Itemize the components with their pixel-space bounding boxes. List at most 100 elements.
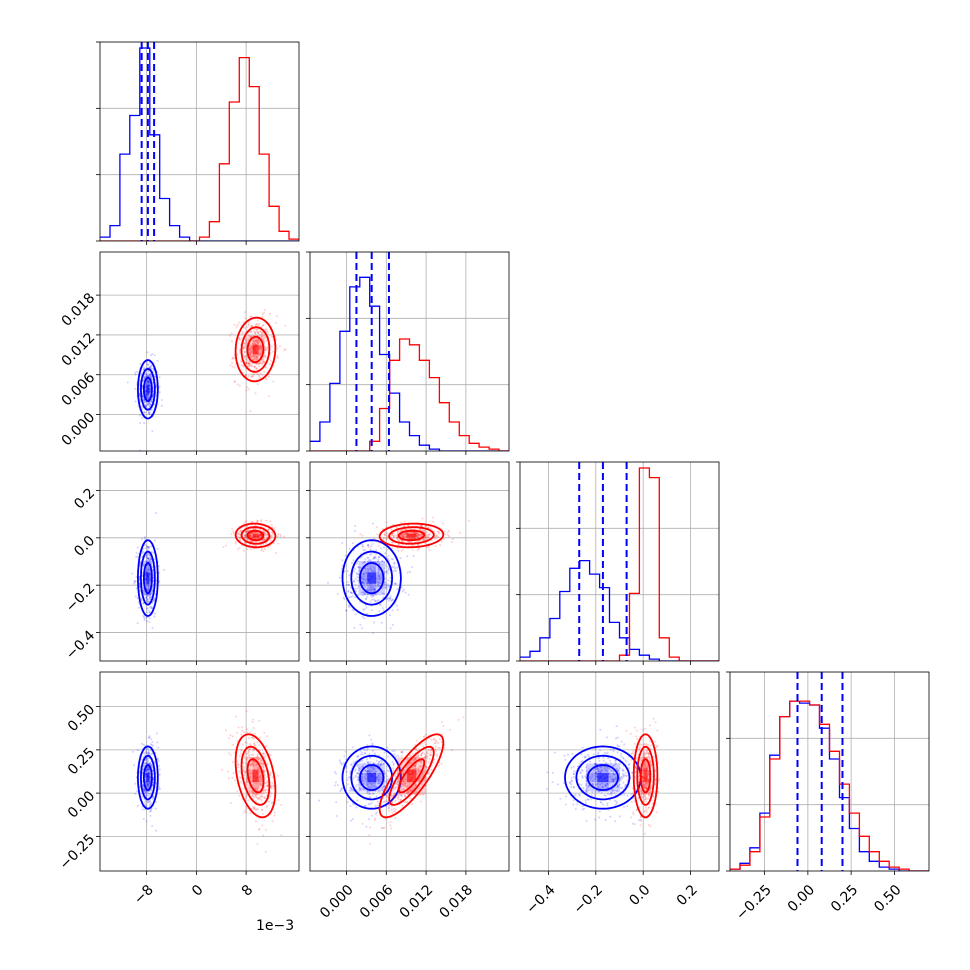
sample-point [346,801,349,803]
sample-point [428,549,431,552]
sample-point [374,539,377,542]
sample-point [443,747,446,750]
sample-point [263,308,266,311]
panel-frame [99,41,300,242]
sample-point [260,549,263,552]
sample-point [247,338,250,341]
sample-point [249,354,252,357]
sample-point [227,777,230,780]
sample-point [276,355,279,358]
sample-point [153,402,156,405]
sample-point [244,344,247,347]
density-contour [234,733,277,819]
sample-point [400,549,403,552]
sample-point [145,395,148,398]
sample-point [369,826,372,829]
sample-point [249,351,252,354]
sample-point [244,374,247,377]
sample-point [635,735,638,738]
sample-point [374,817,376,820]
sample-point [139,400,142,403]
sample-point [142,743,145,746]
sample-point [341,559,344,562]
sample-point [255,358,258,360]
sample-point [261,373,264,376]
sample-point [231,776,234,779]
sample-point [342,762,345,765]
sample-point [141,808,144,811]
sample-point [254,324,257,327]
sample-point [273,811,276,814]
sample-point [151,430,154,433]
sample-point [230,802,232,805]
sample-point [572,799,575,802]
sample-point [269,359,272,362]
sample-point [258,736,261,739]
sample-point [145,820,148,823]
sample-point [143,411,146,414]
sample-point [230,332,233,335]
scatter-red-2-0 [222,519,286,555]
sample-point [264,356,267,359]
sample-point [335,801,338,804]
sample-point [246,362,249,365]
sample-point [245,361,248,364]
sample-point [233,323,236,326]
sample-point [146,404,149,407]
sample-point [353,626,356,629]
sample-point [406,555,409,558]
sample-point [333,770,336,773]
sample-point [235,326,238,328]
sample-point [566,753,569,756]
sample-point [139,449,142,452]
sample-point [279,535,282,538]
sample-point [260,520,263,523]
sample-point [338,759,341,762]
sample-point [395,755,398,758]
sample-point [353,530,356,532]
sample-point [247,362,250,365]
sample-point [373,537,376,540]
sample-point [241,332,243,335]
sample-point [241,726,244,729]
sample-point [136,749,139,752]
sample-point [149,814,152,817]
sample-point [259,352,262,355]
sample-point [252,727,255,729]
sample-point [368,734,371,737]
sample-point [155,385,158,388]
sample-point [245,520,248,523]
sample-point [263,342,266,345]
sample-point [155,512,158,515]
sample-point [359,533,362,536]
sample-point [396,547,399,550]
sample-point [156,547,159,550]
sample-point [252,358,255,361]
sample-point [263,731,266,734]
sample-point [158,391,161,394]
sample-point [148,621,151,623]
sample-point [252,353,255,356]
sample-point [148,381,151,384]
sample-point [280,803,283,806]
sample-point [158,376,161,379]
sample-point [144,400,147,403]
sample-point [351,542,354,545]
sample-point [244,374,247,377]
sample-point [134,373,137,376]
sample-point [145,373,148,376]
sample-point [424,733,427,736]
sample-point [233,366,236,369]
sample-point [598,810,601,813]
sample-point [146,381,149,384]
sample-point [149,354,152,357]
sample-point [448,728,451,731]
sample-point [145,393,148,396]
sample-point [243,342,246,345]
sample-point [244,311,247,314]
sample-point [383,826,386,829]
sample-point [143,411,146,414]
sample-point [348,547,351,550]
sample-point [351,609,354,611]
